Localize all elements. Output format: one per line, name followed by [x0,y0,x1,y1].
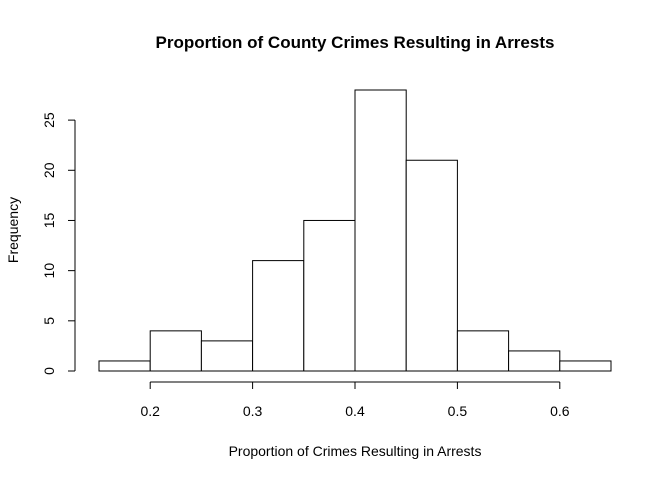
histogram-bar [303,219,356,372]
y-tick-label: 15 [41,212,57,228]
x-tick-label: 0.5 [448,403,468,419]
y-tick-label: 25 [41,112,57,128]
x-axis: 0.2 0.3 0.4 0.5 0.6 [140,381,570,419]
histogram-bar [559,360,612,372]
histogram-bar [405,159,458,372]
histogram-bar [149,330,202,372]
x-axis-label: Proportion of Crimes Resulting in Arrest… [229,443,482,459]
y-axis-label: Frequency [5,197,21,263]
histogram-bar [252,260,305,372]
histogram-bar [456,330,510,372]
y-tick-label: 5 [41,317,57,325]
histogram-bar [508,350,561,372]
chart-title: Proportion of County Crimes Resulting in… [156,33,555,52]
histogram-bar [98,360,151,372]
histogram-bar [354,89,407,372]
y-tick-label: 20 [41,162,57,178]
x-tick-label: 0.4 [345,403,365,419]
bars-group [98,89,612,372]
x-tick-label: 0.3 [243,403,263,419]
histogram-bar [200,340,254,372]
y-axis: 0 5 10 15 20 25 [41,112,76,375]
y-tick-label: 0 [41,367,57,375]
x-tick-label: 0.6 [550,403,570,419]
y-tick-label: 10 [41,263,57,279]
x-tick-label: 0.2 [140,403,160,419]
